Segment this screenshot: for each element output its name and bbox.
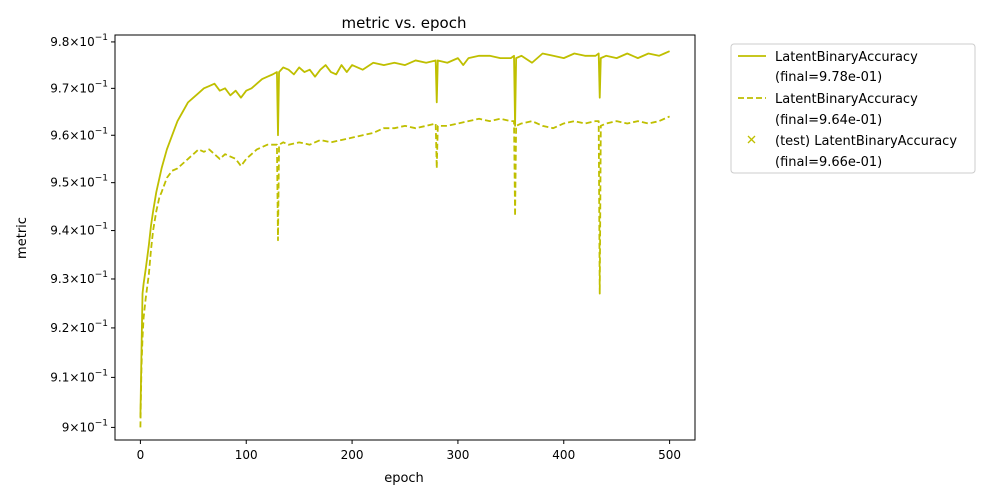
x-axis: 0 100 200 300 400 500 — [137, 440, 681, 462]
y-tick-label: 9.5×10−1 — [50, 174, 108, 190]
x-tick-label: 500 — [658, 448, 681, 462]
x-tick-label: 300 — [446, 448, 469, 462]
x-tick-label: 100 — [235, 448, 258, 462]
y-axis-label: metric — [15, 217, 30, 259]
legend-solid-name: LatentBinaryAccuracy — [775, 50, 918, 65]
legend-box — [730, 43, 976, 174]
series-layer — [139, 50, 670, 428]
series-line-solid — [139, 50, 670, 418]
legend-solid-final: (final=9.78e-01) — [775, 70, 882, 85]
y-tick-label: 9.6×10−1 — [50, 126, 108, 142]
plot-area — [139, 50, 670, 428]
chart-title: metric vs. epoch — [342, 14, 467, 32]
legend-dashed-final: (final=9.64e-01) — [775, 113, 882, 128]
legend-dashed-name: LatentBinaryAccuracy — [775, 92, 918, 107]
y-axis: 9×10−1 9.1×10−1 9.2×10−1 9.3×10−1 9.4×10−1 9.… — [50, 33, 115, 434]
legend-test-final: (final=9.66e-01) — [775, 155, 882, 170]
legend: LatentBinaryAccuracy (final=9.78e-01) La… — [730, 43, 976, 174]
plot-frame — [114, 34, 696, 441]
y-tick-label: 9.1×10−1 — [50, 368, 108, 384]
series-line-dashed — [139, 115, 670, 428]
x-tick-label: 200 — [341, 448, 364, 462]
legend-test-name: (test) LatentBinaryAccuracy — [775, 134, 957, 149]
x-tick-label: 400 — [552, 448, 575, 462]
y-tick-label: 9.4×10−1 — [50, 222, 108, 238]
y-tick-label: 9×10−1 — [62, 418, 108, 434]
x-tick-label: 0 — [137, 448, 145, 462]
y-tick-label: 9.7×10−1 — [50, 79, 108, 95]
y-tick-label: 9.2×10−1 — [50, 319, 108, 335]
y-tick-label: 9.3×10−1 — [50, 270, 108, 286]
y-tick-label: 9.8×10−1 — [50, 33, 108, 49]
x-axis-label: epoch — [384, 471, 424, 486]
legend-x-marker — [747, 135, 756, 144]
